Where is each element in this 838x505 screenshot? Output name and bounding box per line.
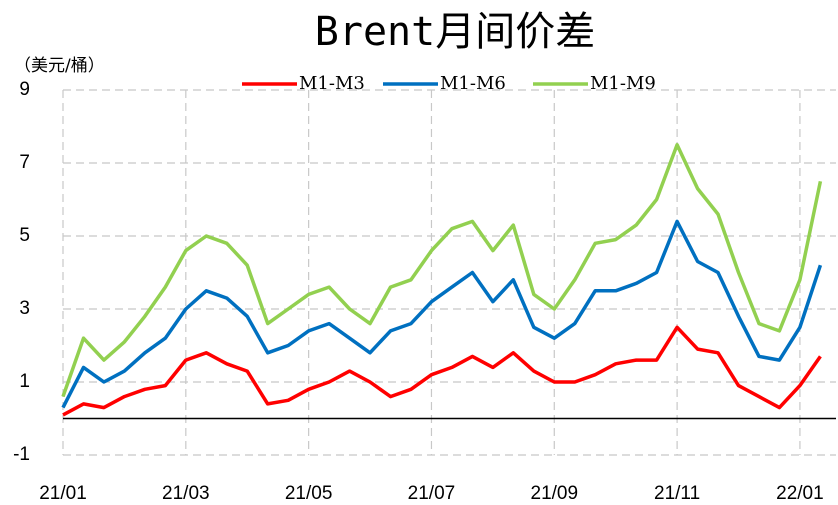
y-tick-label: 7 bbox=[19, 152, 30, 173]
chart-title: Brent月间价差 bbox=[315, 9, 595, 55]
x-tick-label: 21/01 bbox=[39, 483, 87, 504]
y-tick-label: 1 bbox=[19, 371, 30, 392]
x-tick-label: 21/11 bbox=[654, 483, 700, 504]
y-tick-label: 3 bbox=[19, 298, 30, 319]
legend-label: M1-M9 bbox=[590, 73, 656, 94]
series-line bbox=[61, 143, 823, 398]
y-tick-label: -1 bbox=[13, 444, 30, 465]
y-tick-label: 9 bbox=[19, 79, 30, 100]
series-line bbox=[61, 219, 823, 409]
x-tick-label: 21/03 bbox=[162, 483, 210, 504]
series-line bbox=[62, 325, 822, 417]
legend-label: M1-M3 bbox=[299, 73, 365, 94]
x-tick-label: 21/09 bbox=[531, 483, 579, 504]
y-tick-label: 5 bbox=[19, 225, 30, 246]
x-tick-label: 21/07 bbox=[408, 483, 456, 504]
legend-label: M1-M6 bbox=[440, 73, 506, 94]
y-axis-label: （美元/桶） bbox=[14, 56, 105, 76]
x-tick-label: 22/01 bbox=[776, 483, 824, 504]
x-tick-label: 21/05 bbox=[285, 483, 333, 504]
